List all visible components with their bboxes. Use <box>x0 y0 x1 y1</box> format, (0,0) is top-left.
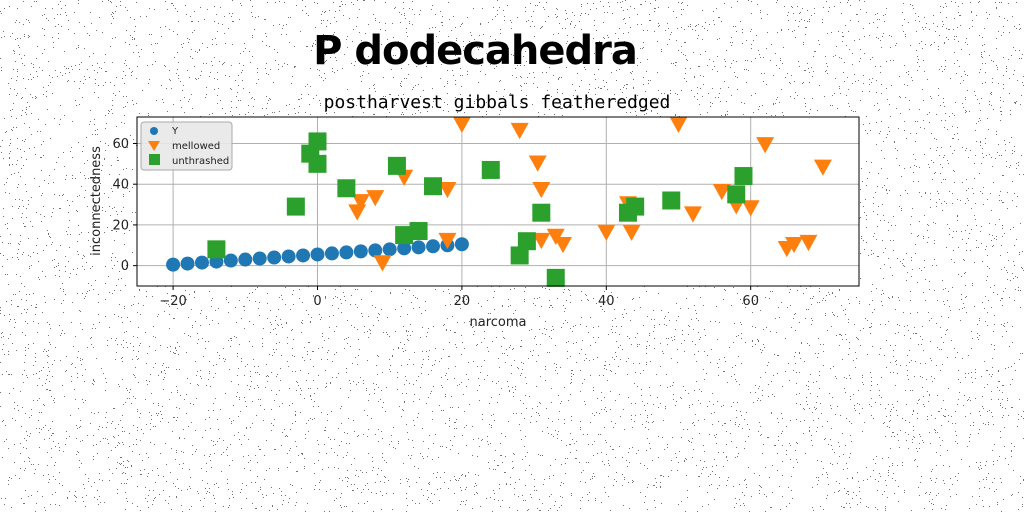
x-axis-label: narcoma <box>470 315 527 330</box>
data-point <box>337 179 355 197</box>
data-point <box>547 269 565 287</box>
data-point <box>383 242 397 256</box>
chart-title: postharvest gibbals featheredged <box>324 92 671 113</box>
y-tick-label: 40 <box>112 178 129 193</box>
legend-label-unthrashed: unthrashed <box>172 156 229 167</box>
y-tick-label: 0 <box>121 259 129 274</box>
data-point <box>207 240 225 258</box>
data-point <box>734 167 752 185</box>
data-point <box>166 258 180 272</box>
data-point <box>482 161 500 179</box>
data-point <box>410 222 428 240</box>
legend: Y mellowed unthrashed <box>141 122 232 170</box>
data-point <box>426 239 440 253</box>
data-point <box>181 257 195 271</box>
x-tick-label: 60 <box>742 294 759 309</box>
data-point <box>287 198 305 216</box>
data-point <box>388 157 406 175</box>
data-point <box>424 177 442 195</box>
data-point <box>267 250 281 264</box>
data-point <box>195 256 209 270</box>
data-point <box>238 253 252 267</box>
data-point <box>224 254 238 268</box>
data-point <box>626 198 644 216</box>
data-point <box>354 244 368 258</box>
data-point <box>662 191 680 209</box>
legend-label-mellowed: mellowed <box>172 141 220 152</box>
y-axis-label: inconnectedness <box>89 146 104 256</box>
data-point <box>518 232 536 250</box>
y-tick-label: 60 <box>112 137 129 152</box>
x-tick-label: −20 <box>159 294 186 309</box>
data-point <box>412 240 426 254</box>
data-point <box>309 132 327 150</box>
figure-suptitle: P dodecahedra <box>313 28 637 74</box>
legend-marker-y <box>150 127 158 135</box>
legend-marker-unthrashed <box>149 154 160 165</box>
data-point <box>311 247 325 261</box>
x-tick-label: 20 <box>454 294 471 309</box>
data-point <box>455 237 469 251</box>
data-point <box>309 155 327 173</box>
data-point <box>532 204 550 222</box>
y-tick-label: 20 <box>112 218 129 233</box>
data-point <box>282 249 296 263</box>
x-tick-label: 40 <box>598 294 615 309</box>
x-tick-label: 0 <box>313 294 321 309</box>
data-point <box>727 185 745 203</box>
data-point <box>339 245 353 259</box>
data-point <box>325 246 339 260</box>
data-point <box>296 248 310 262</box>
data-point <box>253 252 267 266</box>
legend-label-y: Y <box>171 126 179 137</box>
